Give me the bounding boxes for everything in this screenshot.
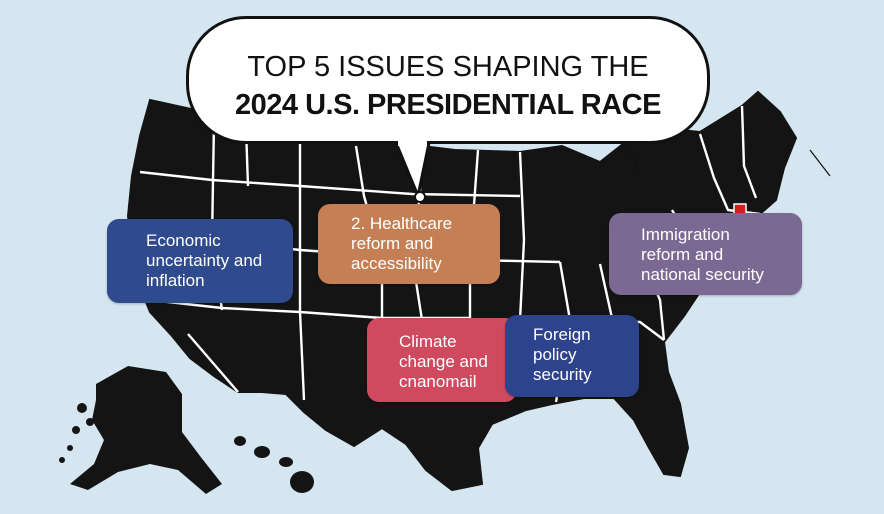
issue-text: cnanomail: [399, 372, 477, 391]
issue-text: security: [533, 365, 592, 384]
issue-text: change and: [399, 352, 488, 371]
issue-text: Economic: [146, 231, 221, 250]
issue-text: Immigration: [641, 225, 730, 244]
leader-line: [627, 145, 641, 173]
issue-text: 2. Healthcare: [351, 214, 453, 233]
hawaii-islands: [234, 436, 314, 493]
issue-text: reform and: [351, 234, 434, 253]
title-speech-bubble: TOP 5 ISSUES SHAPING THE 2024 U.S. PRESI…: [186, 16, 710, 144]
issue-text: accessibility: [351, 254, 442, 273]
issue-text: Foreign: [533, 325, 591, 344]
bubble-tail-tip: [414, 191, 426, 203]
issue-callout-foreign-policy: Foreign policy security: [505, 315, 639, 397]
issue-text: policy: [533, 345, 577, 364]
issue-callout-climate: Climate change and cnanomail: [367, 318, 517, 402]
issue-text: Climate: [399, 332, 457, 351]
issue-text: inflation: [146, 271, 205, 290]
issue-callout-healthcare: 2. Healthcare reform and accessibility: [318, 204, 500, 284]
alaska-islands: [59, 403, 94, 463]
leader-line: [809, 149, 831, 177]
issue-text: uncertainty and: [146, 251, 263, 270]
issue-text: national security: [641, 265, 764, 284]
title-line-1: TOP 5 ISSUES SHAPING THE: [247, 51, 649, 83]
alaska-shape: [70, 366, 222, 494]
michigan-peninsula: [560, 176, 614, 262]
issue-callout-economy: Economic uncertainty and inflation: [107, 219, 293, 303]
issue-callout-immigration: Immigration reform and national security: [609, 213, 802, 295]
bubble-tail-join: [398, 138, 427, 146]
issue-text: reform and: [641, 245, 724, 264]
title-line-2: 2024 U.S. PRESIDENTIAL RACE: [235, 89, 661, 121]
